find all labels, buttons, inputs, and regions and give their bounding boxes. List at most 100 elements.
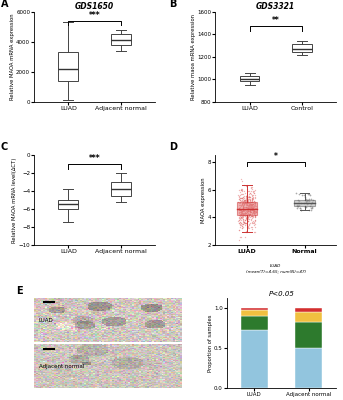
Point bbox=[245, 186, 250, 192]
Point bbox=[302, 203, 308, 210]
Point bbox=[247, 212, 252, 218]
Point bbox=[247, 205, 252, 212]
Point bbox=[238, 212, 244, 218]
Point bbox=[238, 187, 244, 193]
Point bbox=[239, 212, 244, 219]
Point bbox=[243, 206, 249, 212]
Point bbox=[241, 193, 247, 199]
Point bbox=[238, 208, 244, 214]
Point bbox=[296, 197, 301, 203]
Point bbox=[236, 187, 241, 193]
Point bbox=[250, 209, 256, 215]
Point bbox=[240, 207, 246, 213]
Point bbox=[247, 206, 252, 212]
Point bbox=[237, 192, 243, 198]
PathPatch shape bbox=[292, 44, 312, 52]
Point bbox=[245, 209, 250, 215]
Point bbox=[251, 220, 257, 226]
Point bbox=[238, 219, 243, 225]
Point bbox=[247, 203, 252, 209]
Point bbox=[239, 223, 245, 230]
Point bbox=[245, 202, 250, 209]
Point bbox=[252, 200, 258, 206]
Point bbox=[252, 208, 258, 215]
Point bbox=[242, 217, 248, 224]
Point bbox=[245, 213, 251, 220]
Point bbox=[237, 220, 243, 227]
Point bbox=[307, 192, 312, 198]
Point bbox=[251, 210, 257, 216]
Point bbox=[245, 198, 250, 204]
Point bbox=[249, 226, 255, 233]
Point bbox=[236, 214, 241, 220]
Point bbox=[239, 213, 245, 220]
Point bbox=[244, 213, 249, 219]
Point bbox=[248, 197, 253, 204]
Point bbox=[240, 191, 246, 197]
Point bbox=[236, 196, 242, 202]
Point bbox=[244, 220, 249, 226]
Point bbox=[238, 214, 244, 220]
Point bbox=[243, 193, 249, 199]
Bar bbox=[295, 322, 322, 348]
Point bbox=[243, 229, 249, 235]
Point bbox=[305, 200, 310, 206]
Point bbox=[238, 176, 244, 182]
Point bbox=[240, 218, 246, 224]
Point bbox=[239, 222, 245, 229]
Point bbox=[252, 205, 258, 212]
Point bbox=[237, 210, 243, 217]
Point bbox=[248, 184, 253, 190]
Point bbox=[251, 190, 257, 196]
Point bbox=[236, 217, 241, 224]
Point bbox=[241, 182, 247, 188]
Point bbox=[251, 204, 257, 210]
Point bbox=[252, 229, 257, 235]
Point bbox=[241, 203, 246, 209]
Point bbox=[252, 198, 257, 205]
Point bbox=[250, 208, 255, 214]
Point bbox=[245, 205, 250, 212]
PathPatch shape bbox=[58, 200, 79, 209]
Point bbox=[245, 229, 250, 235]
Point bbox=[243, 200, 248, 206]
Point bbox=[238, 203, 244, 209]
Point bbox=[240, 223, 246, 230]
Point bbox=[249, 219, 255, 226]
Point bbox=[305, 197, 310, 203]
Point bbox=[241, 194, 247, 201]
Point bbox=[250, 205, 255, 212]
Point bbox=[238, 222, 244, 228]
Point bbox=[240, 202, 246, 208]
Point bbox=[247, 211, 252, 218]
Point bbox=[250, 224, 255, 231]
Point bbox=[304, 199, 309, 205]
Point bbox=[250, 206, 255, 212]
Point bbox=[247, 207, 252, 214]
Point bbox=[252, 202, 258, 209]
Point bbox=[240, 205, 246, 212]
Point bbox=[241, 201, 246, 208]
Point bbox=[244, 194, 249, 200]
Point bbox=[246, 194, 251, 200]
Text: E: E bbox=[16, 286, 23, 296]
Point bbox=[240, 203, 245, 210]
Point bbox=[238, 211, 244, 218]
Point bbox=[237, 200, 242, 206]
Point bbox=[242, 206, 248, 212]
Point bbox=[237, 206, 243, 212]
Point bbox=[248, 224, 253, 230]
Point bbox=[243, 210, 248, 216]
Point bbox=[243, 204, 248, 210]
Point bbox=[249, 206, 255, 212]
Title: GDS1650: GDS1650 bbox=[75, 2, 114, 11]
Point bbox=[237, 200, 242, 206]
Point bbox=[242, 220, 248, 226]
Point bbox=[245, 193, 250, 199]
Point bbox=[248, 219, 253, 226]
Point bbox=[253, 224, 258, 230]
Point bbox=[239, 212, 245, 218]
Point bbox=[252, 194, 258, 200]
Point bbox=[242, 197, 247, 203]
Point bbox=[249, 206, 255, 212]
